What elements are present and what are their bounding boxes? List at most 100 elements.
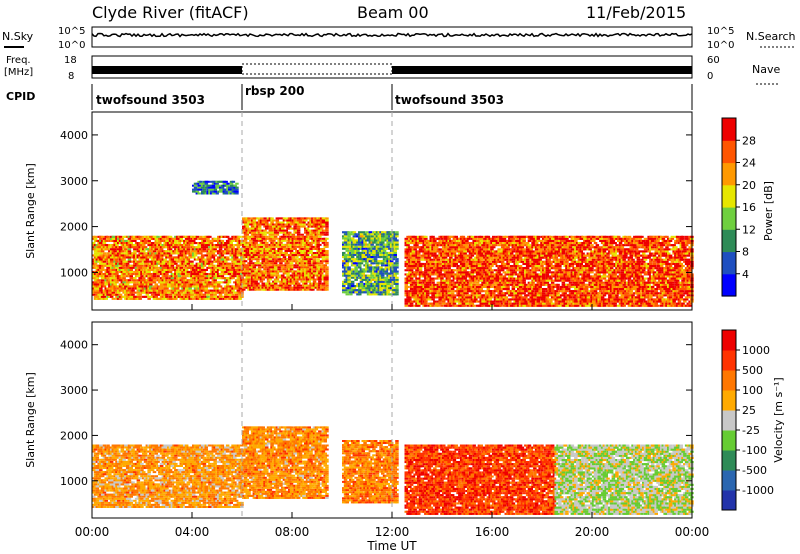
heatmap-cell (461, 239, 466, 242)
heatmap-cell (111, 260, 116, 263)
heatmap-cell (411, 300, 416, 303)
heatmap-cell (291, 288, 296, 291)
heatmap-cell (319, 266, 324, 269)
heatmap-cell (370, 245, 374, 248)
heatmap-cell (318, 227, 322, 230)
heatmap-cell (289, 274, 294, 277)
heatmap-cell (249, 227, 253, 230)
heatmap-cell (309, 288, 313, 291)
heatmap-cell (252, 233, 257, 236)
heatmap-cell (158, 248, 162, 251)
heatmap-cell (425, 292, 430, 295)
heatmap-cell (108, 291, 112, 294)
heatmap-cell (391, 268, 396, 271)
heatmap-cell (429, 242, 433, 245)
heatmap-cell (129, 285, 133, 288)
heatmap-cell (386, 291, 390, 294)
heatmap-cell (245, 241, 249, 244)
heatmap-cell (225, 262, 230, 265)
heatmap-cell (100, 289, 105, 292)
heatmap-cell (288, 268, 292, 271)
heatmap-cell (288, 258, 292, 261)
heatmap-cell (370, 251, 374, 254)
heatmap-cell (242, 264, 246, 267)
heatmap-cell (391, 235, 396, 238)
heatmap-cell (193, 252, 198, 255)
heatmap-cell (288, 223, 292, 226)
heatmap-cell (354, 233, 358, 236)
heatmap-cell (454, 275, 458, 278)
heatmap-cell (211, 254, 216, 257)
heatmap-cell (245, 237, 249, 240)
heatmap-cell (99, 252, 103, 255)
heatmap-cell (442, 273, 446, 276)
heatmap-cell (427, 265, 432, 268)
heatmap-cell (131, 277, 135, 280)
heatmap-cell (204, 277, 208, 280)
heatmap-cell (158, 239, 162, 242)
heatmap-cell (199, 264, 203, 267)
heatmap-cell (257, 284, 262, 287)
heatmap-cell (395, 278, 399, 281)
heatmap-cell (302, 237, 306, 240)
heatmap-cell (363, 264, 367, 267)
heatmap-cell (195, 277, 200, 280)
heatmap-cell (129, 297, 133, 300)
heatmap-cell (312, 217, 317, 220)
heatmap-cell (312, 270, 317, 273)
heatmap-cell (415, 273, 419, 276)
heatmap-cell (199, 291, 203, 294)
heatmap-cell (245, 248, 249, 250)
heatmap-cell (236, 246, 241, 249)
heatmap-cell (307, 276, 311, 279)
heatmap-cell (136, 264, 141, 267)
heatmap-cell (356, 235, 360, 238)
freq-tick-bottom: 8 (68, 71, 74, 82)
heatmap-cell (436, 258, 441, 261)
heatmap-cell (463, 300, 467, 303)
heatmap-cell (424, 300, 428, 303)
heatmap-cell (193, 295, 198, 298)
heatmap-cell (215, 260, 219, 263)
heatmap-cell (321, 274, 326, 277)
heatmap-cell (125, 279, 130, 282)
heatmap-cell (318, 276, 322, 279)
heatmap-cell (282, 254, 287, 257)
heatmap-cell (349, 258, 353, 261)
heatmap-cell (150, 295, 155, 298)
heatmap-cell (242, 243, 246, 246)
heatmap-cell (120, 256, 125, 259)
heatmap-cell (93, 291, 98, 294)
heatmap-cell (279, 235, 283, 238)
heatmap-cell (108, 273, 112, 276)
heatmap-cell (443, 275, 448, 278)
heatmap-cell (275, 225, 280, 228)
heatmap-cell (195, 273, 200, 276)
heatmap-cell (188, 293, 192, 296)
heatmap-cell (109, 262, 114, 265)
heatmap-cell (373, 282, 378, 285)
heatmap-cell (456, 237, 460, 240)
heatmap-cell (408, 277, 412, 280)
heatmap-cell (111, 248, 116, 251)
heatmap-cell (165, 264, 169, 267)
heatmap-cell (450, 248, 455, 251)
heatmap-cell (411, 252, 416, 255)
heatmap-cell (458, 277, 462, 280)
heatmap-cell (154, 246, 158, 249)
heatmap-cell (467, 256, 471, 259)
heatmap-cell (450, 294, 455, 297)
heatmap-cell (304, 229, 308, 232)
heatmap-cell (442, 256, 446, 259)
heatmap-cell (118, 270, 123, 273)
heatmap-cell (359, 247, 364, 250)
heatmap-cell (440, 237, 444, 240)
heatmap-cell (305, 274, 310, 277)
heatmap-cell (120, 262, 125, 265)
heatmap-cell (247, 245, 251, 248)
heatmap-cell (115, 246, 119, 249)
heatmap-cell (442, 244, 446, 247)
heatmap-cell (133, 281, 137, 284)
heatmap-cell (417, 258, 421, 261)
heatmap-cell (411, 258, 416, 261)
